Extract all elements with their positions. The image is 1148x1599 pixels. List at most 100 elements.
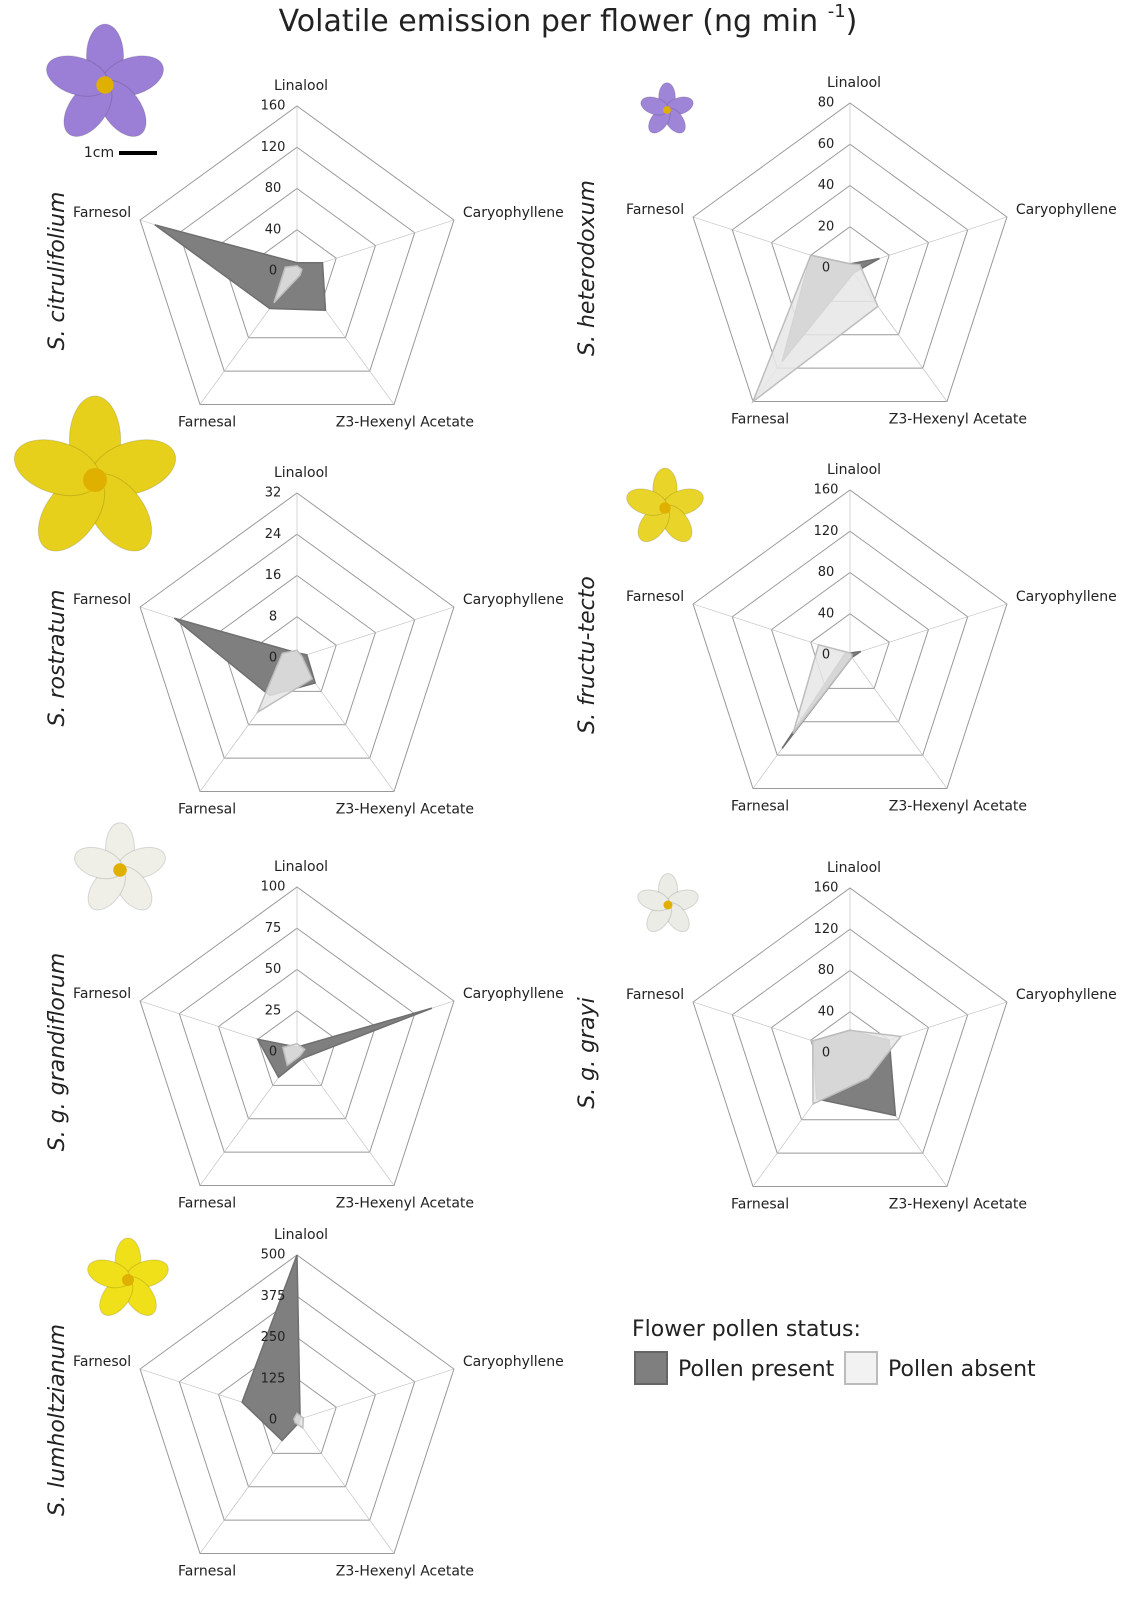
flower-center <box>659 502 670 513</box>
legend-label: Pollen present <box>678 1357 835 1382</box>
r-tick-label: 8 <box>269 609 277 624</box>
radar-area <box>258 1008 432 1077</box>
category-label: Farnesal <box>178 1195 236 1211</box>
flower-center <box>663 106 671 114</box>
species-label: S. heterodoxum <box>575 180 600 356</box>
r-tick-label: 50 <box>265 962 282 977</box>
page: Volatile emission per flower (ng min -1)… <box>0 0 1148 1599</box>
main-title: Volatile emission per flower (ng min -1) <box>279 1 858 39</box>
r-tick-label: 120 <box>261 140 286 155</box>
flower-center <box>96 76 113 93</box>
r-tick-label: 40 <box>818 606 835 621</box>
flower-center <box>122 1274 134 1286</box>
species-label: S. fructu-tecto <box>575 576 600 734</box>
category-label: Farnesal <box>731 1196 789 1212</box>
category-label: Linalool <box>274 1227 328 1243</box>
species-label: S. g. grayi <box>575 997 600 1109</box>
figure: Volatile emission per flower (ng min -1)… <box>0 0 1148 1599</box>
category-label: Z3-Hexenyl Acetate <box>336 414 474 430</box>
r-tick-label: 80 <box>265 181 282 196</box>
category-label: Linalool <box>827 75 881 91</box>
flower-center <box>83 468 107 492</box>
r-tick-label: 120 <box>814 922 839 937</box>
category-label: Farnesal <box>178 414 236 430</box>
r-tick-label: 160 <box>814 483 839 498</box>
axis-spoke <box>297 1369 454 1420</box>
scale-label: 1cm <box>84 145 114 161</box>
r-tick-label: 0 <box>269 1413 277 1428</box>
flower-center <box>664 901 673 910</box>
r-tick-label: 100 <box>261 880 286 895</box>
category-label: Z3-Hexenyl Acetate <box>336 801 474 817</box>
title-superscript: -1 <box>828 1 846 22</box>
category-label: Z3-Hexenyl Acetate <box>889 798 1027 814</box>
category-label: Linalool <box>274 465 328 481</box>
category-label: Linalool <box>274 78 328 94</box>
r-tick-label: 0 <box>822 648 830 663</box>
r-tick-label: 80 <box>818 96 835 111</box>
r-tick-label: 32 <box>265 486 282 501</box>
category-label: Linalool <box>827 462 881 478</box>
category-label: Farnesol <box>73 986 131 1002</box>
category-label: Z3-Hexenyl Acetate <box>336 1563 474 1579</box>
category-label: Farnesal <box>178 1563 236 1579</box>
category-label: Z3-Hexenyl Acetate <box>889 411 1027 427</box>
category-label: Caryophyllene <box>1016 589 1117 605</box>
category-label: Farnesol <box>73 592 131 608</box>
species-label: S. lumholtzianum <box>45 1324 70 1516</box>
category-label: Z3-Hexenyl Acetate <box>889 1196 1027 1212</box>
r-tick-label: 160 <box>814 881 839 896</box>
r-tick-label: 80 <box>818 565 835 580</box>
r-tick-label: 16 <box>265 568 282 583</box>
r-tick-label: 40 <box>265 222 282 237</box>
r-tick-label: 40 <box>818 178 835 193</box>
species-label: S. g. grandiflorum <box>45 953 70 1152</box>
r-tick-label: 60 <box>818 137 835 152</box>
radar-area <box>753 255 878 401</box>
category-label: Farnesol <box>73 205 131 221</box>
category-label: Caryophyllene <box>463 205 564 221</box>
r-tick-label: 0 <box>269 1045 277 1060</box>
species-label: S. citrulifolium <box>45 192 70 351</box>
legend-swatch <box>635 1352 667 1384</box>
r-tick-label: 24 <box>265 527 282 542</box>
category-label: Farnesal <box>731 798 789 814</box>
category-label: Farnesol <box>626 589 684 605</box>
r-tick-label: 25 <box>265 1003 282 1018</box>
title-end: ) <box>846 4 858 39</box>
category-label: Farnesal <box>178 801 236 817</box>
r-tick-label: 75 <box>265 921 282 936</box>
category-label: Caryophyllene <box>463 986 564 1002</box>
category-label: Linalool <box>274 859 328 875</box>
category-label: Farnesol <box>626 202 684 218</box>
r-tick-label: 120 <box>814 524 839 539</box>
r-tick-label: 500 <box>261 1248 286 1263</box>
category-label: Caryophyllene <box>463 592 564 608</box>
r-tick-label: 40 <box>818 1004 835 1019</box>
species-label: S. rostratum <box>45 589 70 726</box>
category-label: Farnesal <box>731 411 789 427</box>
legend-label: Pollen absent <box>888 1357 1036 1382</box>
r-tick-label: 80 <box>818 963 835 978</box>
category-label: Farnesol <box>626 987 684 1003</box>
legend-swatch <box>845 1352 877 1384</box>
r-tick-label: 20 <box>818 219 835 234</box>
legend-title: Flower pollen status: <box>632 1317 861 1342</box>
category-label: Farnesol <box>73 1354 131 1370</box>
axis-spoke <box>850 604 1007 655</box>
r-tick-label: 0 <box>822 1046 830 1061</box>
category-label: Caryophyllene <box>1016 202 1117 218</box>
r-tick-label: 160 <box>261 99 286 114</box>
r-tick-label: 250 <box>261 1330 286 1345</box>
r-tick-label: 0 <box>269 651 277 666</box>
axis-spoke <box>297 607 454 658</box>
r-tick-label: 0 <box>822 261 830 276</box>
category-label: Caryophyllene <box>463 1354 564 1370</box>
category-label: Z3-Hexenyl Acetate <box>336 1195 474 1211</box>
flower-center <box>113 863 127 877</box>
r-tick-label: 0 <box>269 264 277 279</box>
r-tick-label: 125 <box>261 1371 286 1386</box>
category-label: Linalool <box>827 860 881 876</box>
category-label: Caryophyllene <box>1016 987 1117 1003</box>
title-text: Volatile emission per flower (ng min <box>279 4 819 39</box>
